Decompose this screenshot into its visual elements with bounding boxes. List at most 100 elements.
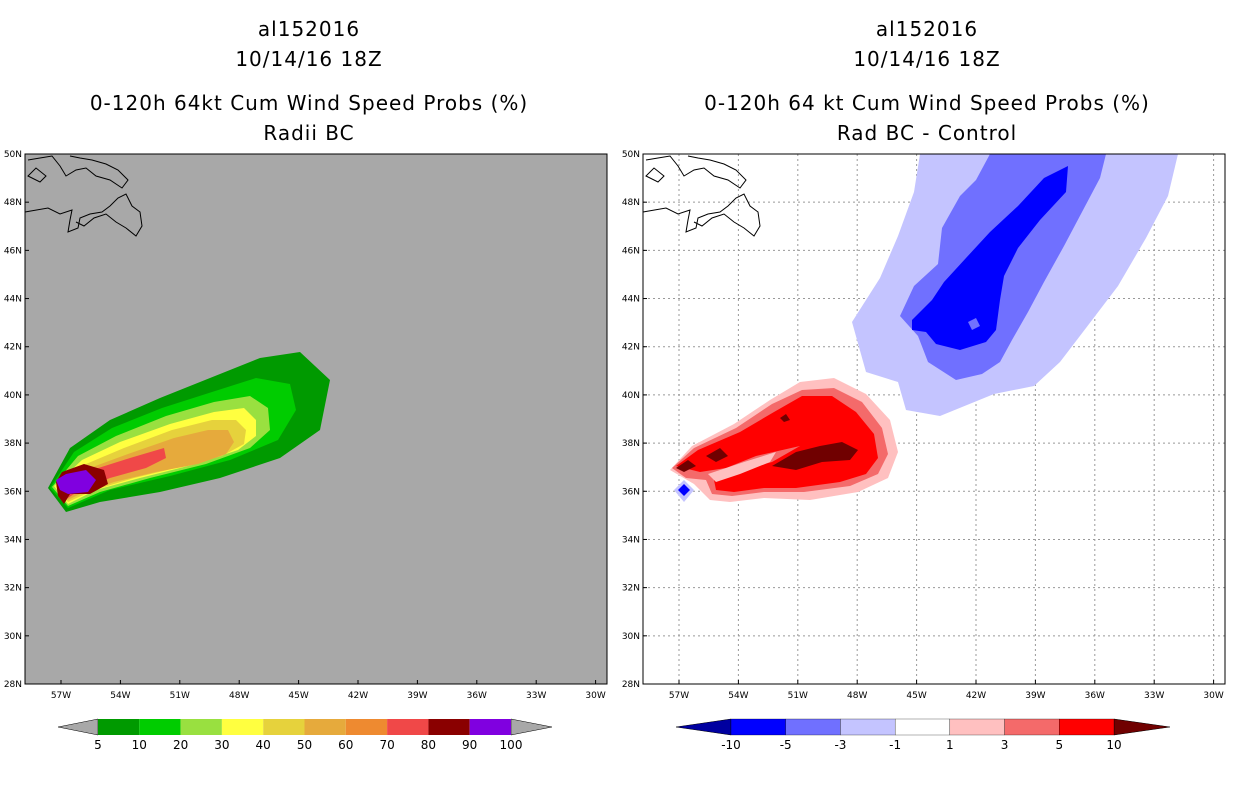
right-colorbar-label: 10 xyxy=(1106,738,1121,752)
right-colorbar-label: 3 xyxy=(1001,738,1009,752)
left-colorbar-swatch xyxy=(180,719,222,735)
right-colorbar-label: 1 xyxy=(946,738,954,752)
lat-tick-label: 30N xyxy=(622,632,640,642)
right-colorbar-swatch xyxy=(949,718,1005,736)
contour-minus-3-inner xyxy=(968,318,980,330)
lon-tick-label: 51W xyxy=(170,691,190,701)
right-coastline xyxy=(642,155,761,237)
lon-tick-label: 39W xyxy=(1025,691,1045,701)
lat-tick-label: 50N xyxy=(4,150,22,160)
lon-tick-label: 45W xyxy=(906,691,926,701)
left-colorbar-label: 20 xyxy=(173,738,188,752)
left-product: 0-120h 64kt Cum Wind Speed Probs (%) xyxy=(89,91,529,115)
lat-tick-label: 42N xyxy=(4,343,22,353)
right-colorbar-label: -1 xyxy=(889,738,901,752)
left-colorbar-label: 10 xyxy=(132,738,147,752)
left-colorbar-swatch xyxy=(263,719,305,735)
right-colorbar-swatch xyxy=(1004,718,1060,736)
lat-tick-label: 46N xyxy=(622,246,640,256)
left-colorbar-label: 40 xyxy=(256,738,271,752)
left-probability-contours xyxy=(48,352,330,512)
lat-tick-label: 36N xyxy=(4,487,22,497)
right-colorbar-label: -10 xyxy=(721,738,741,752)
left-colorbar-swatch xyxy=(221,719,264,735)
left-colorbar-label: 5 xyxy=(94,738,102,752)
lon-tick-label: 36W xyxy=(467,691,487,701)
right-colorbar-swatch xyxy=(730,718,786,736)
right-colorbar-label: -5 xyxy=(780,738,792,752)
lon-tick-label: 48W xyxy=(847,691,867,701)
right-colorbar-swatch xyxy=(1059,718,1115,736)
left-colorbar-swatch xyxy=(304,719,346,735)
lat-tick-label: 42N xyxy=(622,343,640,353)
lon-tick-label: 48W xyxy=(229,691,249,701)
right-difference-contours xyxy=(670,154,1178,502)
left-colorbar-swatch xyxy=(98,719,140,735)
lat-tick-label: 48N xyxy=(622,198,640,208)
left-colorbar-label: 80 xyxy=(421,738,436,752)
lon-tick-label: 57W xyxy=(669,691,689,701)
lon-tick-label: 30W xyxy=(585,691,605,701)
contour-10-c xyxy=(676,460,696,472)
axis-labels: 50N 48N 46N 44N 42N 40N 38N 36N 34N 32N 30N 28N 57W 5… xyxy=(4,150,1224,701)
lon-tick-label: 42W xyxy=(348,691,368,701)
contour-minus-5-sw xyxy=(678,484,690,496)
lat-tick-label: 32N xyxy=(622,584,640,594)
lon-tick-label: 42W xyxy=(966,691,986,701)
lon-tick-label: 54W xyxy=(728,691,748,701)
right-colorbar-swatch xyxy=(840,718,896,736)
lon-tick-label: 51W xyxy=(788,691,808,701)
left-colorbar-swatch xyxy=(428,719,470,735)
lat-tick-label: 50N xyxy=(622,150,640,160)
lat-tick-label: 44N xyxy=(622,295,640,305)
contour-10-b xyxy=(706,448,728,462)
lat-tick-label: 34N xyxy=(4,535,22,545)
right-panel-title: al152016 10/14/16 18Z 0-120h 64 kt Cum W… xyxy=(618,14,1236,148)
lat-tick-label: 38N xyxy=(622,439,640,449)
right-storm-id: al152016 xyxy=(875,17,979,41)
contour-10-d xyxy=(780,414,790,422)
left-colorbar-swatch xyxy=(139,719,181,735)
left-date: 10/14/16 18Z xyxy=(235,47,383,71)
lat-tick-label: 28N xyxy=(4,680,22,690)
right-colorbar-high-arrow xyxy=(1113,718,1171,736)
right-colorbar-low-arrow xyxy=(675,718,732,736)
lon-tick-label: 54W xyxy=(110,691,130,701)
lon-tick-label: 30W xyxy=(1203,691,1223,701)
left-colorbar-label: 30 xyxy=(214,738,229,752)
colorbars: 5 10 20 30 40 50 60 70 80 90 100 -10 -5 -3 -1 1 3 5 10 xyxy=(57,718,1171,752)
left-map-frame xyxy=(24,153,608,685)
lon-tick-label: 45W xyxy=(288,691,308,701)
lat-tick-label: 38N xyxy=(4,439,22,449)
contour-white-gap xyxy=(708,452,776,482)
right-colorbar-swatch xyxy=(785,718,841,736)
left-colorbar-swatch xyxy=(469,719,511,735)
lat-tick-label: 46N xyxy=(4,246,22,256)
lon-tick-label: 33W xyxy=(1144,691,1164,701)
lat-tick-label: 44N xyxy=(4,295,22,305)
left-colorbar-label: 50 xyxy=(297,738,312,752)
right-colorbar-label: -3 xyxy=(834,738,846,752)
lat-tick-label: 32N xyxy=(4,584,22,594)
left-colorbar-low-arrow xyxy=(57,718,99,736)
left-colorbar-label: 100 xyxy=(500,738,523,752)
lat-tick-label: 30N xyxy=(4,632,22,642)
left-colorbar-high-arrow xyxy=(510,718,553,736)
lat-tick-label: 36N xyxy=(622,487,640,497)
left-colorbar-swatch xyxy=(345,719,388,735)
right-colorbar-label: 5 xyxy=(1055,738,1063,752)
lat-tick-label: 34N xyxy=(622,535,640,545)
left-subtitle: Radii BC xyxy=(263,121,355,145)
right-date: 10/14/16 18Z xyxy=(853,47,1001,71)
contour-90 xyxy=(56,470,96,494)
contour-minus-5 xyxy=(912,166,1068,350)
left-colorbar-swatch xyxy=(387,719,429,735)
left-colorbar-label: 60 xyxy=(338,738,353,752)
left-coastline xyxy=(24,155,143,237)
lon-tick-label: 39W xyxy=(407,691,427,701)
left-colorbar-label: 90 xyxy=(462,738,477,752)
lon-tick-label: 57W xyxy=(51,691,71,701)
left-panel-title: al152016 10/14/16 18Z 0-120h 64kt Cum Wi… xyxy=(0,14,618,148)
right-product: 0-120h 64 kt Cum Wind Speed Probs (%) xyxy=(704,91,1150,115)
